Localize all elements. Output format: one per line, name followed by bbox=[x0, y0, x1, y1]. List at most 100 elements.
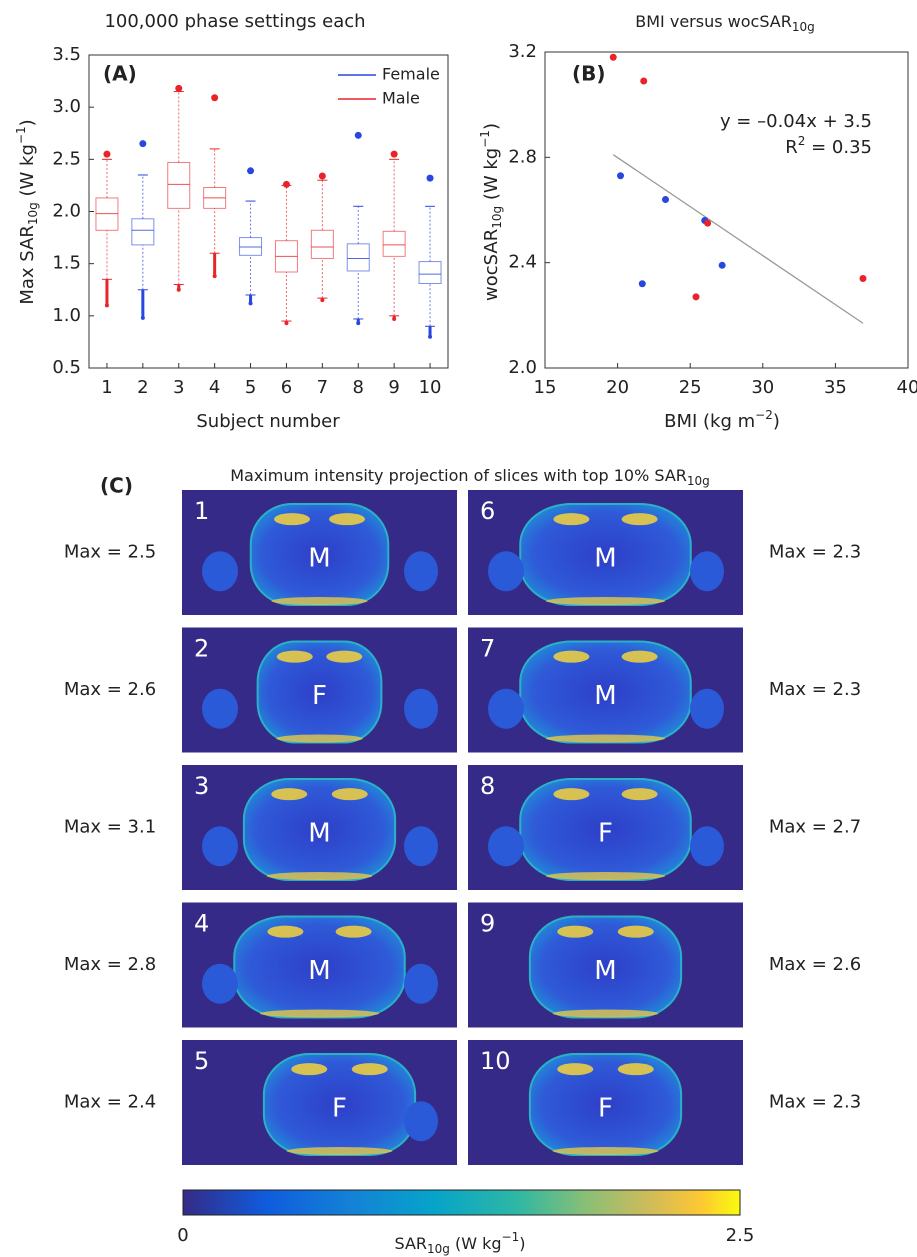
slice-arm bbox=[202, 551, 238, 591]
ylabel-sub: 10g bbox=[490, 206, 504, 229]
min-outlier bbox=[141, 316, 145, 320]
ylabel-sup: −1 bbox=[478, 130, 492, 148]
box bbox=[240, 238, 262, 256]
cb-part: ) bbox=[519, 1234, 525, 1253]
hotspot bbox=[274, 513, 310, 525]
panel-b-label: (B) bbox=[572, 62, 606, 86]
panel-a-title: 100,000 phase settings each bbox=[104, 11, 365, 32]
y-tick-label: 0.5 bbox=[52, 357, 81, 378]
x-tick-label: 8 bbox=[353, 377, 364, 398]
min-outlier bbox=[284, 321, 288, 325]
x-tick-label: 4 bbox=[209, 377, 220, 398]
slice-sex: F bbox=[332, 1093, 347, 1123]
cb-part: (W kg bbox=[450, 1234, 502, 1253]
point bbox=[639, 280, 646, 287]
fit-equation: y = –0.04x + 3.5 bbox=[720, 111, 872, 132]
panel-b-xlabel: BMI (kg m−2) bbox=[664, 408, 780, 433]
max-outlier bbox=[319, 173, 326, 180]
slice-max: Max = 2.3 bbox=[769, 679, 861, 700]
r-part: R bbox=[785, 137, 798, 158]
hotspot bbox=[546, 872, 665, 880]
hotspot bbox=[618, 1063, 654, 1075]
slice-sex: F bbox=[598, 1093, 613, 1123]
slice-arm bbox=[690, 826, 724, 866]
x-tick-label: 35 bbox=[824, 377, 847, 398]
slice-arm bbox=[488, 689, 524, 729]
max-outlier bbox=[355, 132, 362, 139]
ylabel-sup: −1 bbox=[14, 126, 28, 144]
slice-number: 2 bbox=[194, 635, 209, 663]
slice-arm bbox=[404, 826, 438, 866]
ylabel-part: wocSAR bbox=[481, 229, 502, 301]
slice-arm bbox=[690, 689, 724, 729]
panel-b-ylabel: wocSAR10g (W kg−1) bbox=[478, 123, 504, 301]
max-outlier bbox=[103, 151, 110, 158]
x-tick-label: 6 bbox=[281, 377, 292, 398]
hotspot bbox=[287, 1147, 393, 1155]
slice-arm bbox=[404, 551, 438, 591]
slice-number: 5 bbox=[194, 1047, 209, 1075]
slice-max: Max = 2.5 bbox=[64, 542, 156, 563]
colorbar bbox=[183, 1190, 740, 1215]
slice-arm bbox=[488, 551, 524, 591]
point bbox=[617, 172, 624, 179]
panel-a-label: (A) bbox=[103, 62, 137, 86]
ylabel-part: ) bbox=[17, 119, 38, 126]
point bbox=[662, 196, 669, 203]
box bbox=[168, 162, 190, 208]
hotspot bbox=[622, 651, 658, 663]
r-sup: 2 bbox=[798, 134, 806, 148]
max-outlier bbox=[283, 181, 290, 188]
hotspot bbox=[267, 926, 303, 938]
x-tick-label: 9 bbox=[388, 377, 399, 398]
slice-arm bbox=[202, 964, 238, 1004]
colorbar-tick-label: 0 bbox=[177, 1225, 188, 1246]
min-outlier bbox=[428, 335, 432, 339]
colorbar-label: SAR10g (W kg−1) bbox=[394, 1230, 525, 1256]
hotspot bbox=[557, 1063, 593, 1075]
slice-number: 3 bbox=[194, 772, 209, 800]
slice-sex: M bbox=[308, 543, 330, 573]
hotspot bbox=[332, 788, 368, 800]
hotspot bbox=[553, 1147, 659, 1155]
y-tick-label: 1.5 bbox=[52, 253, 81, 274]
slice-max: Max = 2.3 bbox=[769, 542, 861, 563]
hotspot bbox=[291, 1063, 327, 1075]
slice-arm bbox=[404, 964, 438, 1004]
y-tick-label: 3.5 bbox=[52, 44, 81, 65]
min-outlier bbox=[177, 288, 181, 292]
slice-max: Max = 2.8 bbox=[64, 954, 156, 975]
x-tick-label: 30 bbox=[751, 377, 774, 398]
slice-sex: M bbox=[594, 681, 616, 711]
min-outlier bbox=[392, 317, 396, 321]
xlabel-part: ) bbox=[773, 411, 780, 432]
title-part: Maximum intensity projection of slices w… bbox=[230, 466, 687, 485]
slice-max: Max = 3.1 bbox=[64, 817, 156, 838]
hotspot bbox=[553, 651, 589, 663]
min-outlier bbox=[249, 301, 253, 305]
y-tick-label: 2.4 bbox=[508, 252, 537, 273]
slice-arm bbox=[488, 826, 524, 866]
title-sub: 10g bbox=[687, 474, 710, 488]
hotspot bbox=[618, 926, 654, 938]
figure: 100,000 phase settings each (A) Max SAR1… bbox=[0, 0, 917, 1257]
x-tick-label: 20 bbox=[606, 377, 629, 398]
title-part: BMI versus wocSAR bbox=[635, 12, 792, 31]
title-sub: 10g bbox=[792, 20, 815, 34]
slice-number: 10 bbox=[480, 1047, 511, 1075]
x-tick-label: 3 bbox=[173, 377, 184, 398]
ylabel-part: (W kg bbox=[481, 148, 502, 206]
slice-arm bbox=[202, 689, 238, 729]
panel-c-label: (C) bbox=[100, 474, 133, 498]
ylabel-sub: 10g bbox=[26, 202, 40, 225]
panel-a-xlabel: Subject number bbox=[196, 411, 340, 432]
panel-b-title: BMI versus wocSAR10g bbox=[635, 12, 814, 34]
slice-arm bbox=[690, 551, 724, 591]
max-outlier bbox=[247, 167, 254, 174]
slice-arm bbox=[404, 689, 438, 729]
hotspot bbox=[622, 788, 658, 800]
slice-number: 1 bbox=[194, 497, 209, 525]
x-tick-label: 7 bbox=[317, 377, 328, 398]
min-outlier bbox=[213, 274, 217, 278]
max-outlier bbox=[427, 175, 434, 182]
